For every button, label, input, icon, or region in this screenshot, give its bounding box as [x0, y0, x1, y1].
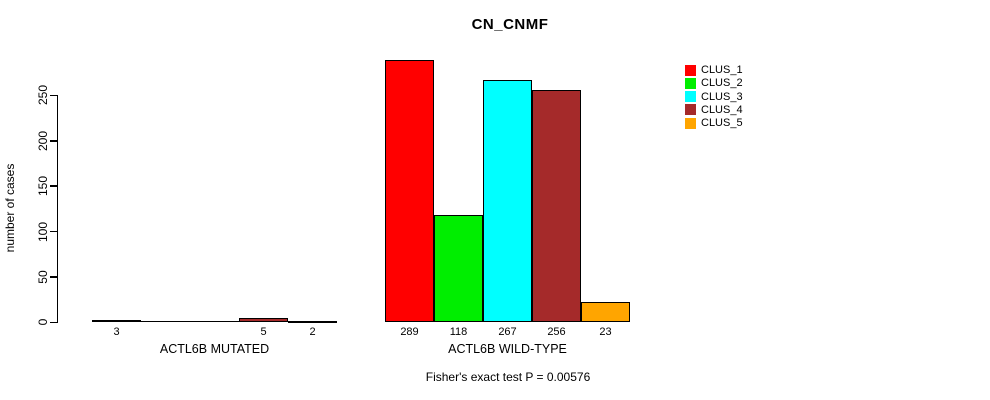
- bar-value-label: 256: [547, 326, 566, 338]
- legend-swatch: [685, 64, 696, 76]
- y-tick-label: 200: [36, 130, 50, 151]
- bar-value-label: 23: [599, 326, 612, 338]
- legend-label: CLUS_4: [701, 103, 743, 116]
- y-tick: [50, 94, 57, 97]
- y-axis: [56, 95, 58, 323]
- y-axis-label: number of cases: [3, 163, 17, 253]
- chart-title: CN_CNMF: [471, 16, 549, 33]
- legend-swatch: [685, 117, 696, 129]
- y-tick: [50, 321, 57, 324]
- y-tick-label: 250: [36, 85, 50, 106]
- y-tick: [50, 230, 57, 233]
- bar: [434, 215, 483, 323]
- legend-label: CLUS_3: [701, 90, 743, 103]
- bar: [532, 89, 581, 323]
- legend-label: CLUS_1: [701, 64, 743, 76]
- legend-swatch: [685, 77, 696, 89]
- bar: [239, 317, 288, 323]
- x-axis-group-label: ACTL6B WILD-TYPE: [448, 342, 567, 356]
- bar-value-label: 118: [449, 326, 468, 338]
- legend-label: CLUS_2: [701, 77, 743, 90]
- bar-value-label: 289: [400, 326, 419, 338]
- bar: [483, 79, 532, 323]
- legend-swatch: [685, 91, 696, 103]
- bar-value-label: 5: [260, 326, 267, 338]
- bar-value-label: 267: [498, 326, 517, 338]
- bar-zero-line: [141, 321, 190, 323]
- bar: [288, 320, 337, 323]
- bar: [92, 319, 141, 323]
- x-axis-group-label: ACTL6B MUTATED: [159, 342, 270, 356]
- y-tick-label: 0: [36, 319, 50, 326]
- fisher-test-annotation: Fisher's exact test P = 0.00576: [425, 370, 591, 384]
- bar-value-label: 3: [113, 326, 120, 338]
- y-tick: [50, 276, 57, 278]
- y-tick-label: 50: [36, 270, 50, 284]
- bar-value-label: 2: [309, 326, 316, 338]
- y-tick: [50, 140, 57, 142]
- y-tick-label: 100: [36, 221, 50, 242]
- legend-label: CLUS_5: [701, 117, 743, 130]
- y-tick-label: 150: [36, 176, 50, 197]
- bar-zero-line: [190, 321, 239, 323]
- bar: [385, 59, 434, 323]
- bar: [581, 301, 630, 323]
- legend-swatch: [685, 104, 696, 116]
- y-tick: [50, 185, 57, 187]
